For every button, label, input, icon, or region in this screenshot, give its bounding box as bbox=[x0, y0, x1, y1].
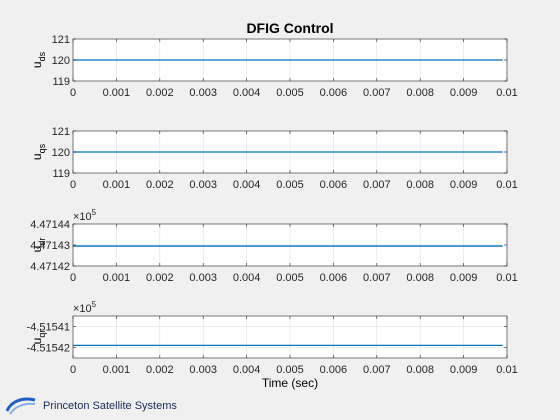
y-tick-label: 119 bbox=[52, 168, 70, 180]
x-tick-label: 0 bbox=[70, 364, 76, 376]
x-tick-label: 0.01 bbox=[496, 87, 517, 99]
footer: Princeton Satellite Systems bbox=[5, 394, 177, 418]
x-tick-label: 0.003 bbox=[189, 272, 217, 284]
x-tick-label: 0.001 bbox=[103, 87, 131, 99]
x-tick-label: 0.002 bbox=[146, 87, 174, 99]
subplots: 0 0.001 0.002 0.003 0.004 0.005 0.006 0.007 0.00… bbox=[27, 34, 518, 376]
x-tick-label: 0.009 bbox=[450, 87, 478, 99]
y-tick-label: -4.51541 bbox=[27, 322, 70, 334]
x-tick-label: 0.002 bbox=[146, 179, 174, 191]
x-tick-label: 0.004 bbox=[233, 272, 261, 284]
x-tick-label: 0.004 bbox=[233, 364, 261, 376]
x-tick-label: 0.007 bbox=[363, 87, 391, 99]
y-tick-label: 4.47143 bbox=[30, 240, 70, 252]
x-tick-label: 0.001 bbox=[103, 272, 131, 284]
x-tick-label: 0.002 bbox=[146, 272, 174, 284]
y-axis-label: uqs bbox=[30, 143, 47, 160]
x-tick-label: 0.008 bbox=[406, 179, 434, 191]
x-tick-label: 0.003 bbox=[189, 179, 217, 191]
y-tick-label: 4.47144 bbox=[30, 219, 70, 231]
y-exponent-label: ×105 bbox=[73, 300, 97, 315]
x-tick-label: 0.006 bbox=[320, 364, 348, 376]
x-axis-label: Time (sec) bbox=[262, 376, 318, 390]
x-tick-label: 0.007 bbox=[363, 364, 391, 376]
x-tick-label: 0.009 bbox=[450, 179, 478, 191]
y-tick-label: 121 bbox=[52, 34, 70, 46]
x-tick-label: 0.003 bbox=[189, 364, 217, 376]
x-tick-label: 0.007 bbox=[363, 272, 391, 284]
x-tick-label: 0.007 bbox=[363, 179, 391, 191]
x-tick-label: 0.005 bbox=[276, 87, 304, 99]
y-tick-label: 119 bbox=[52, 76, 70, 88]
x-tick-label: 0.006 bbox=[320, 179, 348, 191]
x-tick-label: 0.004 bbox=[233, 179, 261, 191]
x-tick-label: 0 bbox=[70, 87, 76, 99]
x-tick-label: 0.005 bbox=[276, 272, 304, 284]
chart-title: DFIG Control bbox=[246, 20, 333, 36]
x-tick-label: 0.008 bbox=[406, 87, 434, 99]
y-tick-label: 120 bbox=[52, 147, 70, 159]
princeton-satellite-systems-logo bbox=[5, 397, 36, 415]
y-exponent-label: ×105 bbox=[73, 208, 97, 223]
x-tick-label: 0.006 bbox=[320, 87, 348, 99]
x-tick-label: 0.002 bbox=[146, 364, 174, 376]
x-tick-label: 0.005 bbox=[276, 179, 304, 191]
x-tick-label: 0.009 bbox=[450, 272, 478, 284]
y-axis-label: uds bbox=[30, 51, 47, 68]
x-tick-label: 0.006 bbox=[320, 272, 348, 284]
subplot-3: 0 0.001 0.002 0.003 0.004 0.005 0.006 0.007 0.00… bbox=[30, 208, 518, 284]
x-tick-label: 0.001 bbox=[103, 364, 131, 376]
x-tick-label: 0.01 bbox=[496, 364, 517, 376]
x-tick-label: 0.01 bbox=[496, 179, 517, 191]
subplot-4: 0 0.001 0.002 0.003 0.004 0.005 0.006 0.007 0.00… bbox=[27, 300, 518, 376]
y-tick-label: 121 bbox=[52, 126, 70, 138]
x-tick-label: 0.008 bbox=[406, 272, 434, 284]
y-tick-label: 120 bbox=[52, 55, 70, 67]
y-tick-label: 4.47142 bbox=[30, 261, 70, 273]
x-tick-label: 0.005 bbox=[276, 364, 304, 376]
company-name: Princeton Satellite Systems bbox=[43, 400, 177, 412]
x-tick-label: 0.001 bbox=[103, 179, 131, 191]
x-tick-label: 0.009 bbox=[450, 364, 478, 376]
x-tick-label: 0.003 bbox=[189, 87, 217, 99]
x-tick-label: 0 bbox=[70, 179, 76, 191]
subplot-2: 0 0.001 0.002 0.003 0.004 0.005 0.006 0.007 0.00… bbox=[30, 126, 518, 191]
x-tick-label: 0.01 bbox=[496, 272, 517, 284]
y-axis-label: udr bbox=[30, 238, 47, 253]
y-tick-label: -4.51542 bbox=[27, 343, 70, 355]
x-tick-label: 0.008 bbox=[406, 364, 434, 376]
y-axis-label: uqr bbox=[30, 330, 47, 345]
x-tick-label: 0 bbox=[70, 272, 76, 284]
subplot-1: 0 0.001 0.002 0.003 0.004 0.005 0.006 0.007 0.00… bbox=[30, 34, 518, 99]
x-tick-label: 0.004 bbox=[233, 87, 261, 99]
